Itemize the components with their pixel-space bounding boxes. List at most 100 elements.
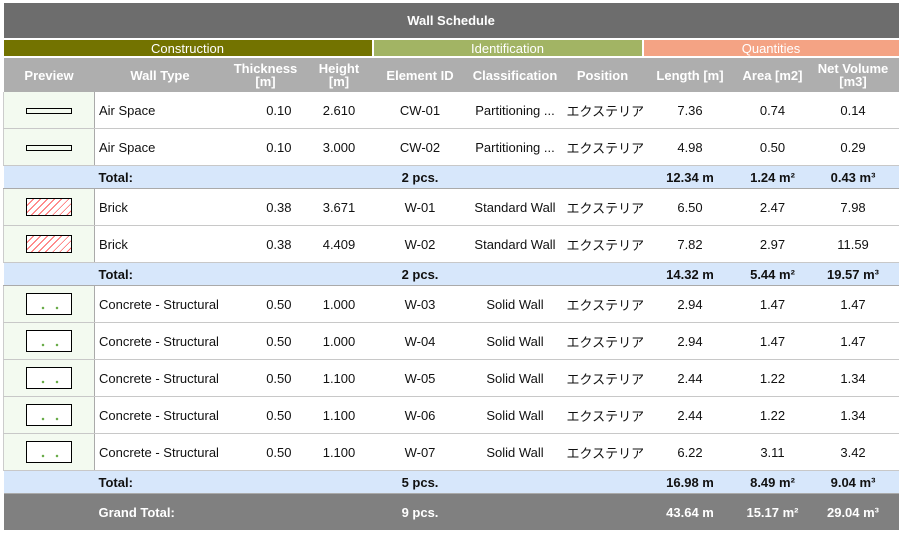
cell: Air Space [94,92,226,129]
total-count: 5 pcs. [372,470,468,494]
section-total-row: Total: 2 pcs. 14.32 m 5.44 m² 19.57 m³ [3,262,899,286]
column-header[interactable]: Thickness [m] [225,57,306,92]
cell: 0.38 [225,225,306,263]
grand-total-count: 9 pcs. [372,493,468,530]
cell [3,262,95,286]
cell: 0.50 [225,359,306,397]
air-space-preview-icon [26,108,72,115]
group-construction: Construction [3,38,374,58]
cell [467,262,563,286]
air-space-preview-icon [26,145,72,152]
cell: Solid Wall [467,322,563,360]
column-header[interactable]: Wall Type [94,57,226,92]
preview-cell [3,285,95,323]
cell [225,470,306,494]
cell: 1.100 [305,396,373,434]
cell [467,493,563,530]
schedule-table: Wall Schedule Construction Identificatio… [3,3,899,530]
column-header[interactable]: Preview [3,57,95,92]
total-label: Total: [94,470,226,494]
cell [3,470,95,494]
cell [305,470,373,494]
brick-preview-icon [26,198,72,216]
preview-cell [3,322,95,360]
total-count: 2 pcs. [372,165,468,189]
cell: 2.94 [642,322,738,360]
table-row[interactable]: Concrete - Structural 0.50 1.000 W-03 Solid … [3,285,899,323]
total-area: 8.49 m² [737,470,808,494]
cell: Solid Wall [467,433,563,471]
cell: 2.94 [642,285,738,323]
cell [562,262,643,286]
table-row[interactable]: Concrete - Structural 0.50 1.100 W-07 Solid … [3,433,899,471]
cell [305,165,373,189]
group-quantities: Quantities [642,38,899,58]
grand-total-length: 43.64 m [642,493,738,530]
section-total-row: Total: 5 pcs. 16.98 m 8.49 m² 9.04 m³ [3,470,899,494]
total-area: 1.24 m² [737,165,808,189]
table-row[interactable]: Concrete - Structural 0.50 1.100 W-05 Solid … [3,359,899,397]
table-row[interactable]: Air Space 0.10 2.610 CW-01 Partitioning ... エ… [3,92,899,129]
column-header[interactable]: Classification [467,57,563,92]
cell: Partitioning ... [467,92,563,129]
cell: 0.50 [737,128,808,166]
cell: 0.38 [225,188,306,226]
cell: 1.000 [305,285,373,323]
preview-cell [3,92,95,129]
column-header[interactable]: Area [m2] [737,57,808,92]
cell: Concrete - Structural [94,359,226,397]
cell: 3.11 [737,433,808,471]
column-header[interactable]: Height [m] [305,57,373,92]
cell: 1.22 [737,359,808,397]
cell: Standard Wall [467,188,563,226]
cell [305,493,373,530]
cell: 1.34 [807,359,899,397]
total-count: 2 pcs. [372,262,468,286]
column-header[interactable]: Position [562,57,643,92]
cell: 11.59 [807,225,899,263]
total-volume: 19.57 m³ [807,262,899,286]
cell [467,470,563,494]
cell: W-07 [372,433,468,471]
column-header[interactable]: Element ID [372,57,468,92]
table-row[interactable]: Brick 0.38 4.409 W-02 Standard Wall エクステリア 7.8… [3,225,899,263]
column-header[interactable]: Length [m] [642,57,738,92]
cell: 7.36 [642,92,738,129]
cell: 1.47 [737,322,808,360]
brick-preview-icon [26,235,72,253]
cell: 3.42 [807,433,899,471]
table-row[interactable]: Concrete - Structural 0.50 1.000 W-04 Solid … [3,322,899,360]
table-row[interactable]: Air Space 0.10 3.000 CW-02 Partitioning ... エ… [3,128,899,166]
cell: 0.10 [225,92,306,129]
cell: 3.671 [305,188,373,226]
wall-schedule: Wall Schedule Construction Identificatio… [3,3,899,530]
cell: CW-01 [372,92,468,129]
cell: エクステリア [562,92,643,129]
cell: 6.50 [642,188,738,226]
column-header[interactable]: Net Volume [m3] [807,57,899,92]
cell [225,493,306,530]
cell [562,470,643,494]
table-row[interactable]: Brick 0.38 3.671 W-01 Standard Wall エクステリア 6.5… [3,188,899,226]
cell: エクステリア [562,322,643,360]
preview-cell [3,359,95,397]
cell: 2.97 [737,225,808,263]
total-length: 16.98 m [642,470,738,494]
cell: 2.44 [642,359,738,397]
cell: 0.74 [737,92,808,129]
cell: Concrete - Structural [94,396,226,434]
cell: エクステリア [562,188,643,226]
cell: 0.29 [807,128,899,166]
cell: 1.47 [807,285,899,323]
grand-total-label: Grand Total: [94,493,226,530]
cell: エクステリア [562,128,643,166]
total-area: 5.44 m² [737,262,808,286]
concrete-preview-icon [26,330,72,352]
cell: 0.50 [225,396,306,434]
cell: W-04 [372,322,468,360]
total-volume: 0.43 m³ [807,165,899,189]
cell: W-02 [372,225,468,263]
cell: 1.47 [807,322,899,360]
cell: 4.98 [642,128,738,166]
table-row[interactable]: Concrete - Structural 0.50 1.100 W-06 Solid … [3,396,899,434]
